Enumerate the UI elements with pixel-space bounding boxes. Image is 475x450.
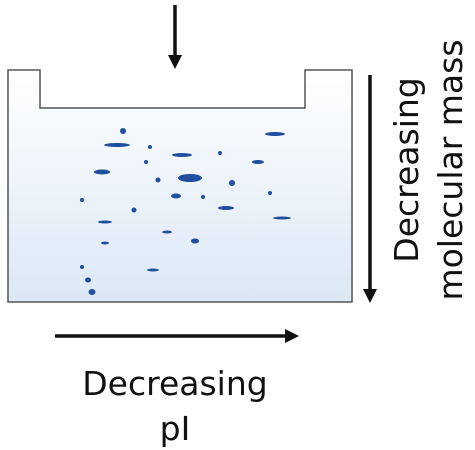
gel (7, 69, 353, 303)
pi-label-line: Decreasing (82, 364, 267, 403)
mass-label-line: molecular mass (431, 39, 470, 300)
protein-spots (80, 128, 291, 295)
pi-label-line: pI (160, 409, 191, 448)
mass-label-line: Decreasing (387, 77, 426, 262)
